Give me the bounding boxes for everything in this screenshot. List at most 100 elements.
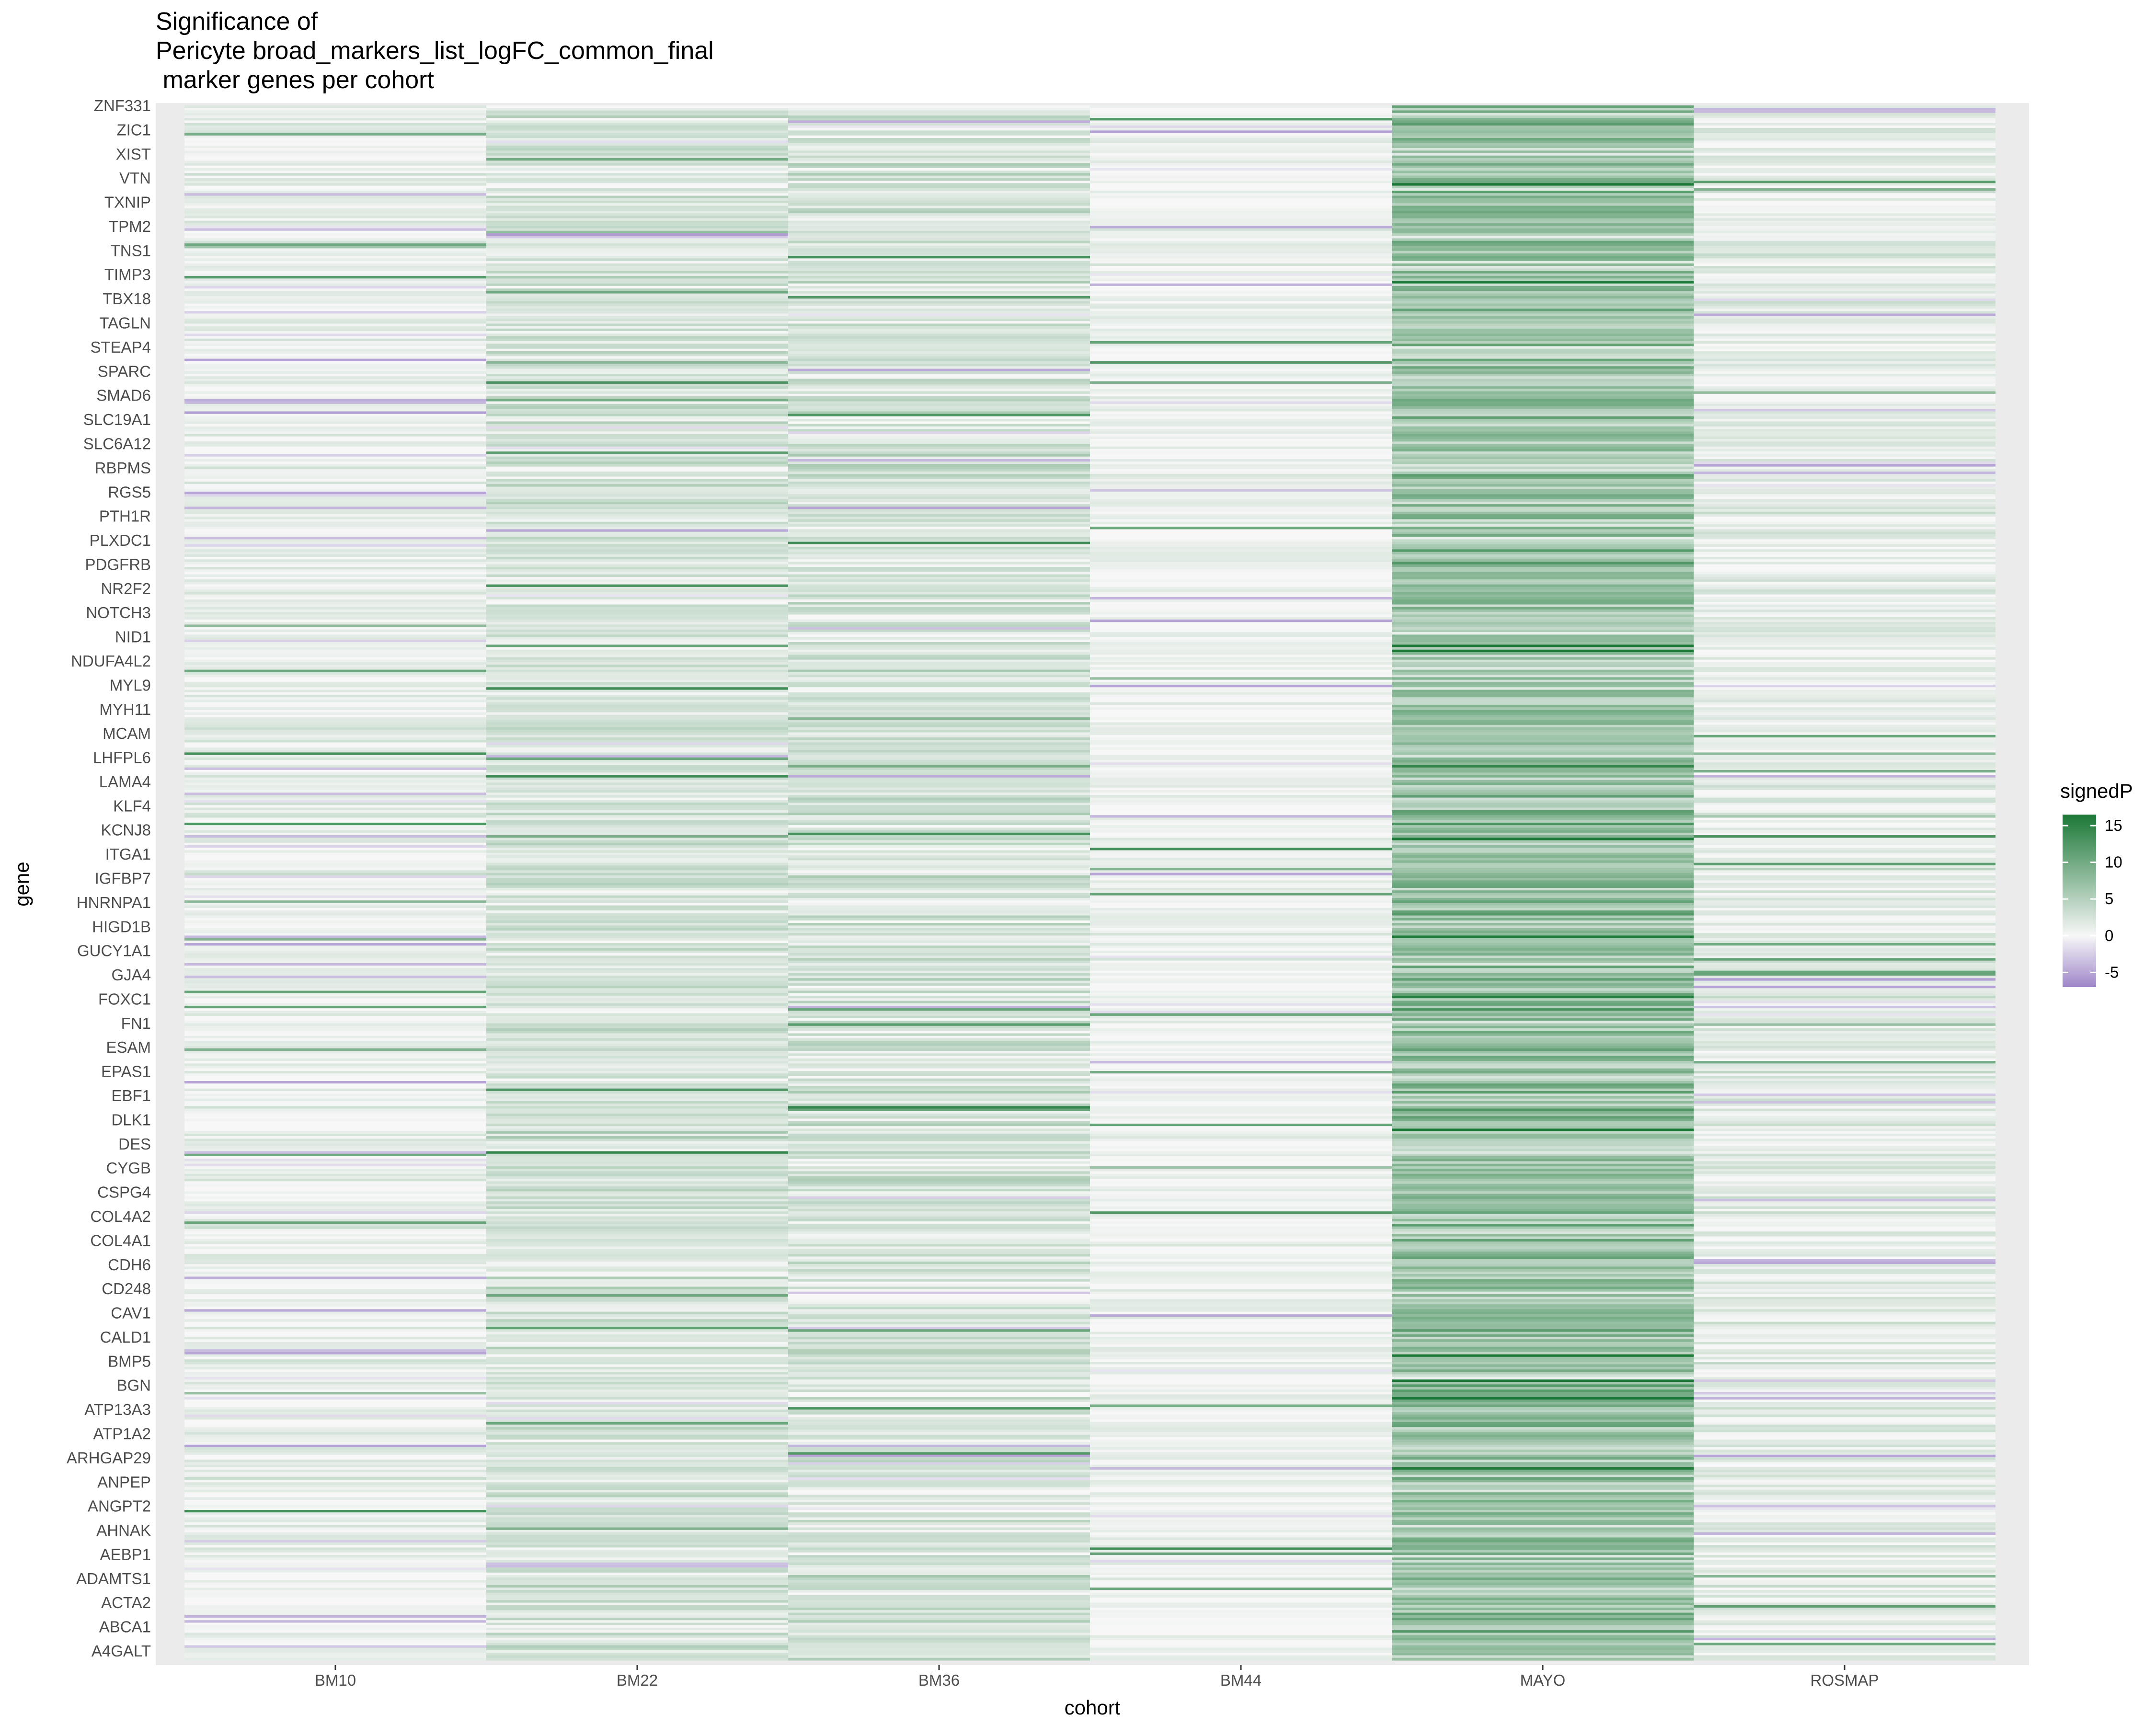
heatmap-cell (1694, 175, 1995, 179)
heatmap-cell (788, 707, 1090, 710)
heatmap-cell (1392, 797, 1694, 801)
heatmap-cell (184, 1008, 486, 1012)
heatmap-cell (1694, 1346, 1995, 1350)
heatmap-cell (486, 619, 788, 622)
heatmap-cell (1694, 1635, 1995, 1638)
heatmap-cell (1694, 1414, 1995, 1417)
heatmap-cell (1694, 1309, 1995, 1312)
heatmap-cell (1392, 200, 1694, 204)
heatmap-cell (788, 1234, 1090, 1237)
heatmap-cell (788, 1206, 1090, 1209)
heatmap-cell (486, 714, 788, 718)
heatmap-cell (1694, 1251, 1995, 1254)
heatmap-cell (486, 261, 788, 264)
heatmap-cell (788, 1575, 1090, 1578)
heatmap-cell (1090, 539, 1392, 542)
heatmap-cell (788, 1464, 1090, 1468)
heatmap-cell (1392, 707, 1694, 710)
heatmap-cell (486, 1163, 788, 1167)
heatmap-cell (1392, 311, 1694, 314)
heatmap-cell (184, 1364, 486, 1368)
heatmap-cell (184, 1382, 486, 1385)
heatmap-cell (1392, 1334, 1694, 1337)
heatmap-cell (1090, 115, 1392, 118)
heatmap-cell (788, 610, 1090, 612)
heatmap-cell (788, 1031, 1090, 1034)
heatmap-cell (1090, 1264, 1392, 1267)
heatmap-cell (486, 1251, 788, 1254)
heatmap-cell (1090, 850, 1392, 853)
heatmap-cell (184, 865, 486, 868)
heatmap-cell (788, 1598, 1090, 1600)
heatmap-cell (184, 203, 486, 206)
heatmap-cell (1090, 178, 1392, 181)
heatmap-cell (1694, 920, 1995, 923)
heatmap-cell (1090, 311, 1392, 314)
heatmap-cell (184, 875, 486, 878)
heatmap-cell (486, 875, 788, 878)
heatmap-cell (1392, 1346, 1694, 1350)
heatmap-cell (184, 584, 486, 587)
heatmap-cell (486, 602, 788, 605)
heatmap-cell (184, 1307, 486, 1310)
heatmap-cell (1392, 1063, 1694, 1067)
heatmap-cell (1392, 903, 1694, 906)
heatmap-cell (1392, 845, 1694, 848)
heatmap-cell (788, 278, 1090, 281)
heatmap-cell (184, 1161, 486, 1164)
heatmap-cell (1694, 517, 1995, 520)
heatmap-cell (184, 1241, 486, 1244)
heatmap-cell (1694, 835, 1995, 838)
heatmap-cell (1090, 1088, 1392, 1092)
heatmap-cell (486, 1061, 788, 1064)
heatmap-cell (788, 1618, 1090, 1621)
heatmap-cell (1090, 1316, 1392, 1320)
heatmap-cell (486, 1254, 788, 1257)
heatmap-cell (788, 710, 1090, 713)
heatmap-cell (184, 1425, 486, 1427)
heatmap-cell (1090, 1434, 1392, 1438)
heatmap-cell (1694, 1269, 1995, 1272)
heatmap-cell (1392, 895, 1694, 898)
heatmap-cell (1694, 1567, 1995, 1571)
heatmap-cell (788, 1462, 1090, 1465)
heatmap-cell (1694, 722, 1995, 725)
heatmap-cell (788, 1219, 1090, 1222)
heatmap-cell (184, 168, 486, 171)
heatmap-cell (1392, 1324, 1694, 1327)
heatmap-cell (788, 351, 1090, 354)
heatmap-cell (1694, 1133, 1995, 1137)
heatmap-cell (184, 1196, 486, 1199)
heatmap-cell (486, 238, 788, 242)
heatmap-cell (1694, 940, 1995, 943)
heatmap-cell (788, 1509, 1090, 1513)
heatmap-cell (184, 1153, 486, 1157)
heatmap-cell (1090, 1083, 1392, 1087)
heatmap-cell (788, 860, 1090, 863)
heatmap-cell (486, 1000, 788, 1004)
heatmap-cell (1392, 717, 1694, 720)
heatmap-cell (1392, 123, 1694, 126)
heatmap-cell (1090, 265, 1392, 269)
heatmap-cell (788, 509, 1090, 512)
heatmap-cell (788, 1025, 1090, 1029)
heatmap-cell (184, 1018, 486, 1021)
heatmap-cell (486, 1063, 788, 1067)
heatmap-cell (788, 687, 1090, 690)
heatmap-cell (1392, 980, 1694, 984)
heatmap-cell (184, 1580, 486, 1583)
heatmap-cell (1392, 852, 1694, 856)
heatmap-cell (1694, 767, 1995, 770)
heatmap-cell (788, 1271, 1090, 1275)
heatmap-cell (1694, 1460, 1995, 1463)
heatmap-cell (1090, 647, 1392, 650)
heatmap-cell (1694, 1655, 1995, 1658)
heatmap-cell (1090, 1191, 1392, 1195)
heatmap-cell (184, 1214, 486, 1217)
gene-label: PDGFRB (85, 555, 151, 573)
heatmap-cell (1090, 897, 1392, 901)
heatmap-cell (184, 256, 486, 259)
heatmap-cell (1694, 364, 1995, 367)
legend-tick-label: 5 (2105, 890, 2113, 908)
heatmap-cell (1392, 1332, 1694, 1335)
